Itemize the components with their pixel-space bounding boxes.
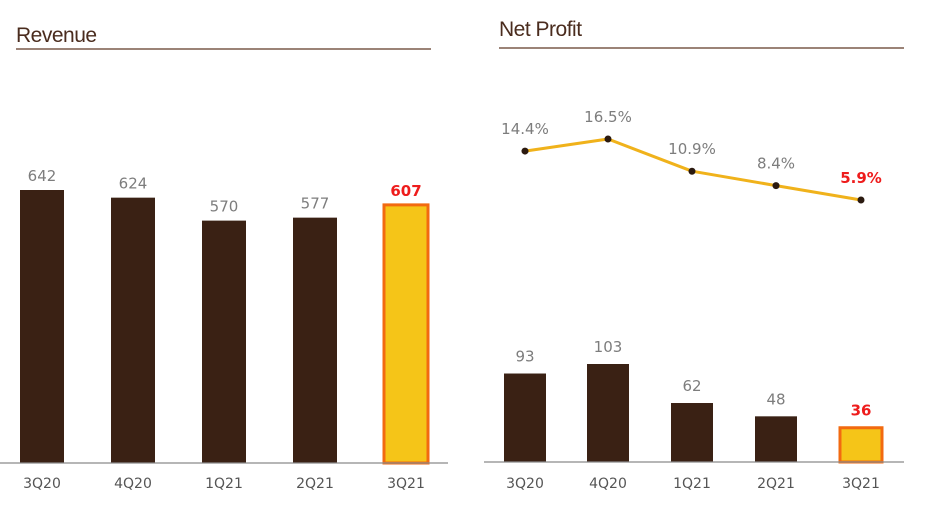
revenue-value-labels: 642 624 570 577 607 — [28, 167, 422, 216]
net-profit-bar-1q21 — [671, 403, 713, 462]
net-margin-point — [604, 135, 612, 143]
net-profit-value-label: 62 — [682, 377, 701, 395]
net-margin-point — [521, 147, 529, 155]
revenue-bar-3q21 — [382, 203, 430, 465]
revenue-category-label: 4Q20 — [114, 476, 152, 492]
net-profit-bar-3q20 — [504, 373, 546, 462]
net-margin-point — [688, 167, 696, 175]
net-profit-value-label: 48 — [766, 390, 785, 408]
revenue-category-label: 1Q21 — [205, 476, 243, 492]
net-margin-labels: 14.4% 16.5% 10.9% 8.4% 5.9% — [501, 108, 882, 187]
net-profit-value-label: 103 — [594, 338, 623, 356]
net-profit-title: Net Profit — [499, 18, 582, 41]
revenue-value-label: 570 — [210, 198, 239, 216]
revenue-value-label: 624 — [119, 175, 148, 193]
net-profit-chart: Net Profit 93 103 62 48 36 14.4% 16.5% 10.9% 8.… — [484, 18, 904, 492]
revenue-bar-3q20 — [20, 190, 64, 463]
net-profit-category-label: 3Q20 — [506, 476, 544, 492]
revenue-value-label: 577 — [301, 195, 330, 213]
revenue-category-labels: 3Q20 4Q20 1Q21 2Q21 3Q21 — [23, 476, 425, 492]
net-profit-value-labels: 93 103 62 48 36 — [515, 338, 871, 420]
net-margin-line — [521, 135, 865, 204]
net-profit-value-label: 93 — [515, 348, 534, 366]
net-profit-category-labels: 3Q20 4Q20 1Q21 2Q21 3Q21 — [506, 476, 880, 492]
revenue-value-label: 607 — [390, 182, 421, 200]
net-profit-category-label: 4Q20 — [589, 476, 627, 492]
net-margin-label: 16.5% — [584, 108, 632, 126]
net-profit-category-label: 2Q21 — [757, 476, 795, 492]
revenue-title: Revenue — [16, 24, 97, 47]
revenue-category-label: 3Q21 — [387, 476, 425, 492]
net-profit-bar-2q21 — [755, 416, 797, 462]
revenue-bar-2q21 — [293, 217, 337, 463]
revenue-bars — [20, 190, 430, 465]
revenue-bar-4q20 — [111, 197, 155, 463]
revenue-chart: Revenue 642 624 570 577 607 3Q20 4Q20 1Q21 2Q21… — [0, 24, 448, 492]
net-profit-value-label: 36 — [851, 402, 872, 420]
net-margin-point — [857, 196, 865, 204]
net-profit-bars — [504, 364, 884, 464]
revenue-category-label: 2Q21 — [296, 476, 334, 492]
revenue-value-label: 642 — [28, 167, 57, 185]
net-margin-label: 14.4% — [501, 120, 549, 138]
revenue-category-label: 3Q20 — [23, 476, 61, 492]
net-profit-category-label: 1Q21 — [673, 476, 711, 492]
net-profit-category-label: 3Q21 — [842, 476, 880, 492]
revenue-bar-1q21 — [202, 220, 246, 463]
net-margin-label: 5.9% — [840, 169, 882, 187]
net-margin-label: 8.4% — [757, 155, 795, 173]
net-profit-bar-3q21 — [838, 426, 884, 464]
net-margin-point — [772, 182, 780, 190]
net-profit-bar-4q20 — [587, 364, 629, 462]
net-margin-label: 10.9% — [668, 140, 716, 158]
